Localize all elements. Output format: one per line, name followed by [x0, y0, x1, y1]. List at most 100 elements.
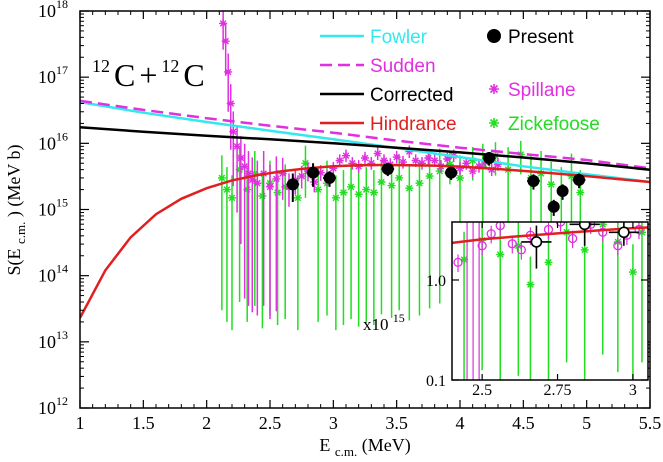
zickefoose-point — [445, 160, 454, 169]
spillane-point — [310, 178, 319, 186]
spillane-point — [244, 169, 253, 178]
zickefoose-point — [314, 185, 323, 194]
spillane-point — [219, 19, 228, 28]
x-tick-label: 1 — [76, 413, 85, 433]
zickefoose-point — [273, 188, 282, 197]
inset-y-unit: x10 15 — [363, 311, 405, 334]
spillane-point — [248, 175, 257, 184]
inset-frame — [451, 221, 649, 381]
inset-spillane-point — [516, 245, 527, 255]
y-tick-base: 10 — [38, 1, 56, 21]
zickefoose-point — [395, 173, 404, 182]
spillane-point — [272, 174, 281, 183]
spillane-point — [399, 158, 407, 167]
y-tick-label: 1013 — [38, 328, 68, 352]
legend-marker-present — [487, 29, 501, 43]
spillane-point — [297, 172, 306, 181]
spillane-point — [443, 155, 452, 163]
inset-zickefoose-point — [496, 250, 505, 259]
y-axis-title-sub: c.m. — [13, 222, 28, 244]
spillane-point — [475, 162, 483, 171]
legend-marker-zickefoose — [489, 118, 499, 128]
y-tick-base: 10 — [38, 200, 56, 220]
x-axis-title-sub: c.m. — [335, 444, 357, 459]
inset-zickefoose-point — [460, 255, 469, 264]
spillane-point — [405, 147, 414, 156]
inset-present-point — [530, 236, 543, 248]
y-axis-title-pre: S(E — [4, 249, 25, 276]
spillane-point — [224, 67, 233, 76]
spillane-point — [380, 156, 388, 165]
inset-spillane-point — [613, 241, 623, 251]
zickefoose-point — [258, 192, 267, 200]
inset-spillane-point — [495, 222, 505, 231]
zickefoose-point — [425, 172, 434, 181]
y-tick-exp: 15 — [56, 196, 68, 210]
inset-spillane-point — [453, 257, 463, 268]
legend-label-corrected: Corrected — [370, 85, 453, 106]
spillane-point — [424, 154, 433, 162]
zickefoose-point — [576, 188, 585, 197]
y-tick-exp: 12 — [56, 394, 68, 408]
zickefoose-point — [387, 181, 396, 190]
zickefoose-point — [415, 179, 424, 188]
legend-label-hindrance: Hindrance — [370, 114, 457, 135]
inset-axes: 2.5 2.75 3 0.1 1.0 — [426, 222, 648, 399]
inset-present-point — [618, 226, 630, 239]
y-tick-label: 1014 — [38, 262, 68, 286]
y-tick-label: 1012 — [38, 394, 68, 418]
present-point — [445, 166, 458, 179]
spillane-point — [367, 159, 376, 168]
sudden-curve — [80, 99, 650, 170]
y-tick-label: 1017 — [38, 63, 68, 87]
reaction-label: 12 C + 12 C — [92, 56, 205, 93]
zickefoose-point — [339, 188, 348, 197]
spillane-point — [221, 37, 230, 46]
zickefoose-point — [331, 193, 340, 202]
zickefoose-point — [405, 184, 414, 193]
present-point — [556, 185, 569, 198]
spillane-point — [316, 168, 325, 177]
spillane-point — [233, 142, 242, 151]
y-tick-label: 1016 — [38, 129, 68, 153]
fowler-curve — [80, 100, 650, 184]
spillane-point — [348, 159, 357, 168]
inset-zickefoose-point — [544, 258, 553, 267]
inset-spillane-point — [598, 227, 608, 237]
reaction-mass-b: 12 — [161, 56, 179, 76]
zickefoose-point — [293, 193, 302, 202]
svg-text:12 C + 12: 12 C + 12 C — [92, 56, 205, 93]
y-tick-exp: 13 — [56, 328, 68, 342]
y-axis-title-post: ) (MeV b) — [4, 144, 25, 217]
reaction-plus: + — [139, 57, 157, 93]
spillane-point — [342, 151, 350, 160]
inset-spillane-point — [477, 241, 487, 251]
x-tick-label: 2.5 — [259, 413, 282, 433]
spillane-point — [373, 149, 382, 158]
zickefoose-point — [377, 178, 386, 186]
corrected-curve — [80, 126, 650, 171]
inset-zickefoose-point — [580, 245, 589, 254]
y-tick-exp: 18 — [56, 0, 68, 11]
inset-y-unit-base: x10 — [363, 315, 389, 334]
zickefoose-point — [301, 159, 310, 168]
spillane-point — [229, 127, 238, 136]
zickefoose-point — [362, 185, 371, 194]
inset-spillane-point — [567, 233, 578, 244]
y-axis-title: S(E c.m. ) (MeV b) — [4, 144, 29, 275]
present-point — [573, 173, 586, 186]
zickefoose-point — [354, 190, 363, 199]
y-tick-exp: 16 — [56, 129, 68, 143]
spillane-point — [494, 160, 502, 169]
present-point — [323, 171, 336, 184]
spillane-point — [468, 167, 477, 176]
spillane-point — [430, 156, 439, 165]
zickefoose-point — [250, 169, 259, 178]
legend-label-fowler: Fowler — [370, 27, 428, 48]
x-tick-label: 5.5 — [639, 413, 662, 433]
x-tick-label: 4 — [456, 413, 465, 433]
present-point — [547, 200, 560, 213]
inset-y-tick-label: 0.1 — [426, 373, 446, 390]
spillane-point — [329, 164, 338, 173]
